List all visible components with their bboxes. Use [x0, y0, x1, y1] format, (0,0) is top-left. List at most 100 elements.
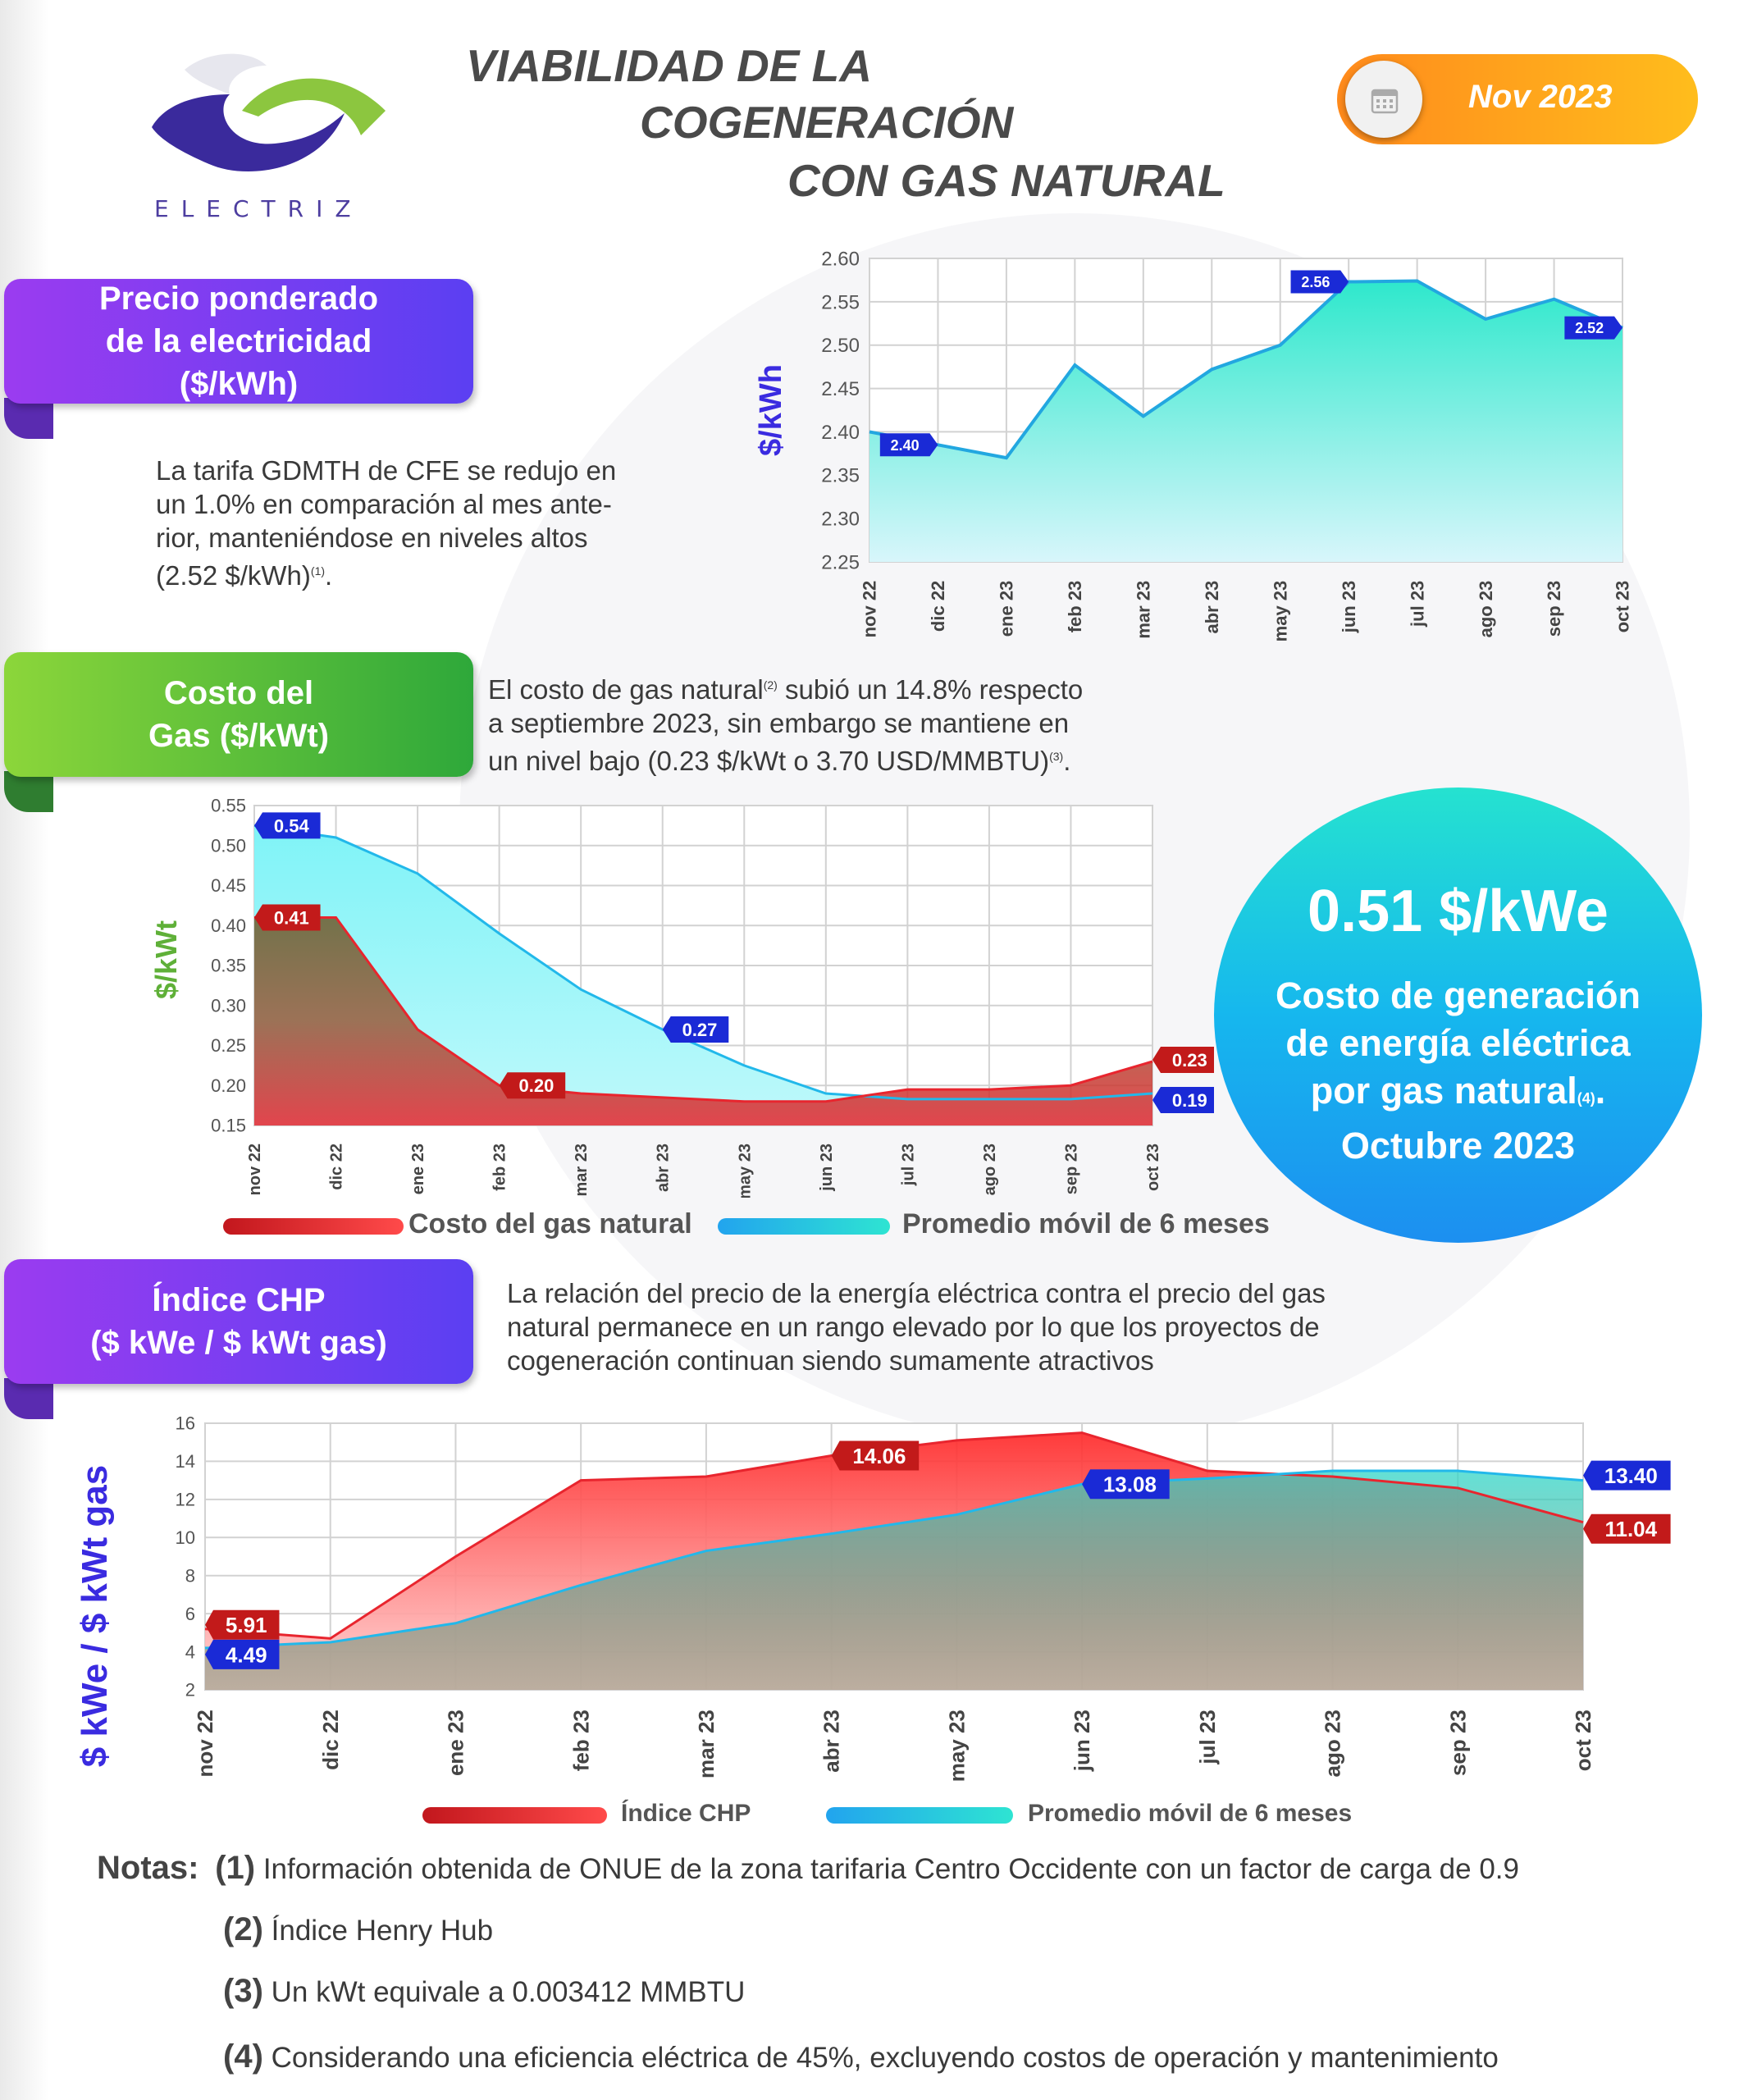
data-label: 2.52 — [1564, 316, 1622, 340]
data-label-text: 5.91 — [226, 1613, 267, 1637]
note-number: (4) — [223, 2038, 263, 2075]
note-text: Índice Henry Hub — [271, 1915, 494, 1947]
note-number: (1) — [215, 1850, 256, 1886]
data-label-box — [831, 1440, 920, 1471]
data-label: 0.20 — [499, 1072, 566, 1099]
data-label-box — [1564, 316, 1622, 340]
data-label: 0.41 — [254, 904, 321, 931]
section2-label-line: Gas ($/kWt) — [148, 718, 330, 754]
section2-text-part: un nivel bajo (0.23 $/kWt o 3.70 USD/MMB… — [488, 746, 1050, 776]
note-number: (3) — [223, 1973, 263, 2009]
x-tick-label: jul 23 — [1407, 581, 1427, 628]
section1-text-line: un 1.0% en comparación al mes ante- — [156, 489, 612, 519]
y-axis-label: $/kWt — [149, 920, 183, 999]
y-tick-label: 0.45 — [211, 875, 246, 896]
section1-text: La tarifa GDMTH de CFE se redujo en un 1… — [156, 454, 616, 592]
date-label: Nov 2023 — [1468, 79, 1613, 115]
y-tick-label: 0.20 — [211, 1075, 246, 1096]
note-text: Un kWt equivale a 0.003412 MMBTU — [271, 1976, 746, 2008]
y-axis-label: $ kWe / $ kWt gas — [75, 1465, 115, 1767]
section1-text-line: La tarifa GDMTH de CFE se redujo en — [156, 455, 617, 486]
series-line-average — [204, 1469, 1584, 1650]
footnote-ref: (2) — [763, 678, 778, 692]
x-tick-label: sep 23 — [1544, 581, 1564, 637]
x-tick-label: oct 23 — [1144, 1144, 1162, 1191]
data-label-text: 2.40 — [891, 437, 920, 454]
x-tick-label: ene 23 — [444, 1710, 468, 1776]
x-tick-label: oct 23 — [1571, 1710, 1595, 1771]
data-label: 0.27 — [662, 1016, 729, 1043]
data-label-text: 0.27 — [682, 1020, 718, 1040]
data-label: 13.40 — [1583, 1460, 1671, 1491]
legend-label-chp: Índice CHP — [621, 1800, 751, 1827]
section1-label-line: de la electricidad — [105, 323, 372, 359]
generation-cost-line: por gas natural — [1310, 1070, 1577, 1112]
section3-text: La relación del precio de la energía elé… — [507, 1276, 1326, 1377]
y-tick-label: 2.25 — [821, 551, 860, 573]
x-tick-label: jun 23 — [1339, 581, 1359, 634]
generation-cost-date: Octubre 2023 — [1340, 1125, 1576, 1166]
section2-label: Costo del Gas ($/kWt) — [4, 652, 473, 777]
y-tick-label: 2.55 — [821, 291, 860, 313]
note-text: Considerando una eficiencia eléctrica de… — [271, 2042, 1499, 2074]
page-title-line-3: CON GAS NATURAL — [787, 155, 1225, 206]
legend-label-avg: Promedio móvil de 6 meses — [902, 1208, 1270, 1239]
y-tick-label: 2.60 — [821, 248, 860, 270]
legend-label-gas: Costo del gas natural — [408, 1208, 692, 1239]
x-tick-label: ago 23 — [1321, 1710, 1345, 1777]
x-tick-label: feb 23 — [491, 1144, 509, 1191]
y-tick-label: 0.25 — [211, 1035, 246, 1056]
series-area-average — [254, 825, 1152, 1125]
brand-name: ELECTRIZ — [154, 195, 363, 222]
data-label-text: 13.40 — [1604, 1463, 1658, 1488]
section2-label-line: Costo del — [163, 675, 314, 711]
series-area — [869, 281, 1622, 562]
data-label-text: 14.06 — [852, 1444, 906, 1468]
generation-cost-line: Costo de generación — [1275, 975, 1641, 1016]
data-label: 0.19 — [1152, 1087, 1214, 1113]
y-tick-label: 2.50 — [821, 335, 860, 357]
section3-text-line: La relación del precio de la energía elé… — [507, 1278, 1326, 1308]
section3-text-line: natural permanece en un rango elevado po… — [507, 1312, 1320, 1342]
y-axis-label: $/kWh — [754, 364, 788, 456]
data-label: 2.40 — [879, 433, 938, 457]
footnote-ref: (1) — [310, 564, 326, 578]
note-4: (4) Considerando una eficiencia eléctric… — [223, 2038, 1499, 2075]
date-badge: Nov 2023 — [1337, 54, 1698, 144]
data-label: 4.49 — [205, 1639, 280, 1669]
data-label-box — [499, 1072, 566, 1099]
section2-text-part: . — [1063, 746, 1071, 776]
x-tick-label: may 23 — [944, 1710, 969, 1782]
y-tick-label: 12 — [176, 1490, 195, 1510]
data-label-box — [1152, 1087, 1214, 1113]
x-tick-label: oct 23 — [1613, 581, 1632, 633]
x-tick-label: sep 23 — [1445, 1710, 1470, 1776]
x-tick-label: abr 23 — [1202, 581, 1222, 634]
data-label-text: 2.52 — [1575, 320, 1604, 336]
generation-cost-line: de energía eléctrica — [1285, 1022, 1631, 1064]
note-text: Información obtenida de ONUE de la zona … — [262, 1853, 1519, 1885]
y-tick-label: 0.50 — [211, 835, 246, 856]
y-tick-label: 2.40 — [821, 422, 860, 444]
section1-text-line: (2.52 $/kWh) — [156, 560, 311, 591]
data-label: 14.06 — [831, 1440, 920, 1471]
series-line-average — [253, 824, 1153, 1101]
x-tick-label: nov 22 — [193, 1710, 217, 1777]
data-label-box — [254, 812, 321, 839]
chart-electricity-price: 2.25 2.30 2.35 2.40 2.45 2.50 2.55 2.60 nov 22 di… — [754, 248, 1632, 641]
section3-label-line: Índice CHP — [152, 1282, 326, 1318]
section1-label-line: Precio ponderado — [98, 281, 379, 317]
series-area-gas — [254, 917, 1152, 1125]
x-tick-label: nov 22 — [860, 581, 880, 638]
x-tick-label: abr 23 — [655, 1144, 673, 1192]
x-tick-label: abr 23 — [819, 1710, 844, 1773]
note-3: (3) Un kWt equivale a 0.003412 MMBTU — [223, 1973, 745, 2010]
data-label-box — [662, 1016, 729, 1043]
data-label-box — [205, 1609, 280, 1640]
section1-label: Precio ponderado de la electricidad ($/k… — [4, 279, 473, 404]
y-tick-label: 0.55 — [211, 796, 246, 816]
page-title-line-1: VIABILIDAD DE LA — [466, 40, 872, 91]
data-label-text: 13.08 — [1103, 1472, 1157, 1497]
data-label-text: 4.49 — [226, 1642, 267, 1667]
notes-heading: Notas: — [97, 1850, 199, 1886]
